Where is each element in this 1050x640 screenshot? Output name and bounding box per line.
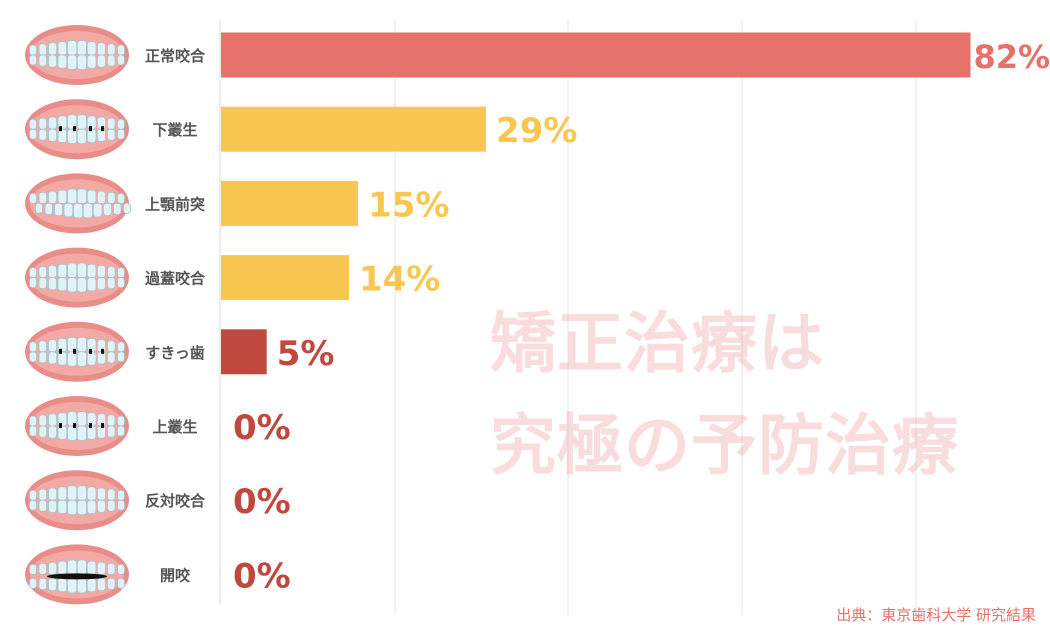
upper-crowding-teeth-icon [25,396,129,456]
value-label: 0% [233,482,291,522]
open-bite-teeth-icon [25,544,129,605]
value-label: 14% [359,260,440,300]
bar [221,32,971,78]
bar [221,180,359,226]
lower-crowding-teeth-icon [25,99,129,160]
normal-bite-teeth-icon [25,25,129,85]
category-label: 反対咬合 [145,492,206,510]
value-label: 0% [233,408,291,448]
category-label: 上叢生 [152,418,197,436]
value-label: 5% [277,334,335,374]
value-label: 0% [233,556,291,596]
crossbite-teeth-icon [25,470,129,531]
category-label: 上顎前突 [145,195,205,213]
category-label: すきっ歯 [145,344,204,362]
category-label: 開咬 [160,566,191,584]
category-label: 下叢生 [152,121,197,139]
gap-teeth-icon [25,321,129,382]
value-label: 82% [973,38,1050,76]
value-label: 29% [496,111,577,151]
deep-bite-teeth-icon [25,247,129,308]
category-label: 過蓋咬合 [144,270,206,288]
bar [221,329,267,375]
category-label: 正常咬合 [145,47,206,65]
bar [221,255,349,301]
bar [221,106,487,152]
value-label: 15% [368,185,449,225]
source-note: 出典：東京歯科大学 研究結果 [836,606,1036,624]
overjet-teeth-icon [25,173,131,234]
